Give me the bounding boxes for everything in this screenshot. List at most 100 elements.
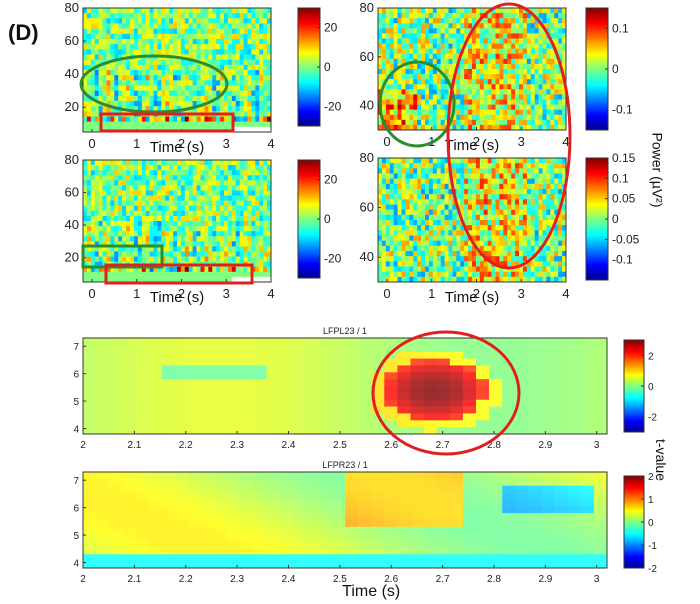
heatmap-cell xyxy=(546,183,551,190)
heatmap-cell xyxy=(472,163,477,169)
heatmap-cell xyxy=(177,90,182,97)
heatmap-cell xyxy=(126,33,131,40)
heatmap-cell xyxy=(263,170,268,176)
heatmap-cell xyxy=(153,160,158,166)
heatmap-cell xyxy=(292,338,306,346)
heatmap-cell xyxy=(173,70,178,76)
heatmap-cell xyxy=(499,204,504,210)
heatmap-cell xyxy=(558,173,563,179)
heatmap-cell xyxy=(389,271,394,278)
heatmap-cell xyxy=(137,75,143,81)
heatmap-cell xyxy=(519,199,524,205)
heatmap-cell xyxy=(483,194,488,200)
heatmap-cell xyxy=(227,90,233,97)
heatmap-cell xyxy=(401,38,406,44)
heatmap-cell xyxy=(432,245,438,252)
heatmap-cell xyxy=(452,119,457,126)
heatmap-cell xyxy=(444,276,449,283)
heatmap-cell xyxy=(542,23,547,29)
heatmap-cell xyxy=(212,28,217,35)
heatmap-cell xyxy=(161,210,166,217)
heatmap-cell xyxy=(145,13,150,19)
heatmap-cell xyxy=(358,386,372,394)
heatmap-cell xyxy=(216,23,221,29)
heatmap-cell xyxy=(444,178,449,185)
heatmap-cell xyxy=(381,69,387,75)
heatmap-cell xyxy=(534,230,539,236)
heatmap-cell xyxy=(196,236,201,242)
heatmap-cell xyxy=(110,54,115,60)
heatmap-cell xyxy=(472,84,477,90)
heatmap-cell xyxy=(169,64,174,71)
heatmap-cell xyxy=(530,58,535,65)
heatmap-cell xyxy=(200,241,205,247)
heatmap-cell xyxy=(428,163,434,169)
heatmap-cell xyxy=(200,28,205,35)
heatmap-cell xyxy=(251,231,256,237)
heatmap-cell xyxy=(468,271,473,278)
heatmap-cell xyxy=(263,90,268,97)
heatmap-cell xyxy=(133,241,139,247)
heatmap-cell xyxy=(542,89,547,95)
heatmap-cell xyxy=(106,160,111,166)
heatmap-cell xyxy=(503,104,508,110)
heatmap-cell xyxy=(173,185,178,191)
heatmap-cell xyxy=(126,49,131,55)
heatmap-cell xyxy=(106,241,111,247)
heatmap-cell xyxy=(196,33,201,40)
heatmap-cell xyxy=(413,245,418,252)
heatmap-cell xyxy=(200,246,205,252)
heatmap-cell xyxy=(184,251,190,257)
heatmap-cell xyxy=(554,124,559,131)
heatmap-cell xyxy=(436,53,441,60)
heatmap-cell xyxy=(114,39,119,45)
heatmap-cell xyxy=(141,180,146,186)
heatmap-cell xyxy=(204,18,209,24)
heatmap-cell xyxy=(196,200,201,207)
heatmap-cell xyxy=(239,251,244,257)
heatmap-cell xyxy=(130,90,135,97)
heatmap-cell xyxy=(208,33,213,40)
heatmap-cell xyxy=(259,165,264,171)
heatmap-cell xyxy=(247,85,252,91)
heatmap-cell xyxy=(318,372,333,380)
heatmap-cell xyxy=(216,266,221,273)
heatmap-cell xyxy=(106,49,111,55)
heatmap-cell xyxy=(456,199,461,205)
heatmap-cell xyxy=(487,53,492,60)
heatmap-cell xyxy=(153,175,158,181)
heatmap-cell xyxy=(187,338,202,346)
heatmap-cell xyxy=(558,43,563,49)
heatmap-cell xyxy=(106,90,111,97)
heatmap-cell xyxy=(554,261,559,267)
heatmap-cell xyxy=(483,230,488,236)
heatmap-cell xyxy=(409,8,414,14)
heatmap-cell xyxy=(292,365,306,373)
heatmap-cell xyxy=(460,104,465,110)
heatmap-cell xyxy=(153,276,158,283)
heatmap-cell xyxy=(118,165,123,171)
heatmap-cell xyxy=(216,226,221,232)
heatmap-cell xyxy=(133,175,139,181)
heatmap-cell xyxy=(507,43,512,49)
heatmap-cell xyxy=(562,18,567,24)
heatmap-cell xyxy=(378,114,383,121)
heatmap-cell xyxy=(562,256,567,262)
heatmap-cell xyxy=(507,89,512,95)
heatmap-cell xyxy=(173,64,178,71)
heatmap-cell xyxy=(83,221,88,227)
heatmap-cell xyxy=(542,18,547,24)
heatmap-cell xyxy=(511,104,516,110)
heatmap-cell xyxy=(385,251,391,257)
heatmap-cell xyxy=(495,271,500,278)
heatmap-cell xyxy=(440,8,445,14)
heatmap-cell xyxy=(413,183,418,190)
heatmap-cell xyxy=(515,79,520,85)
heatmap-cell xyxy=(224,175,229,181)
heatmap-cell xyxy=(224,160,229,166)
heatmap-cell xyxy=(200,165,205,171)
heatmap-cell xyxy=(83,160,88,166)
heatmap-cell xyxy=(483,276,488,283)
heatmap-cell xyxy=(118,195,123,201)
heatmap-cell xyxy=(462,365,477,373)
